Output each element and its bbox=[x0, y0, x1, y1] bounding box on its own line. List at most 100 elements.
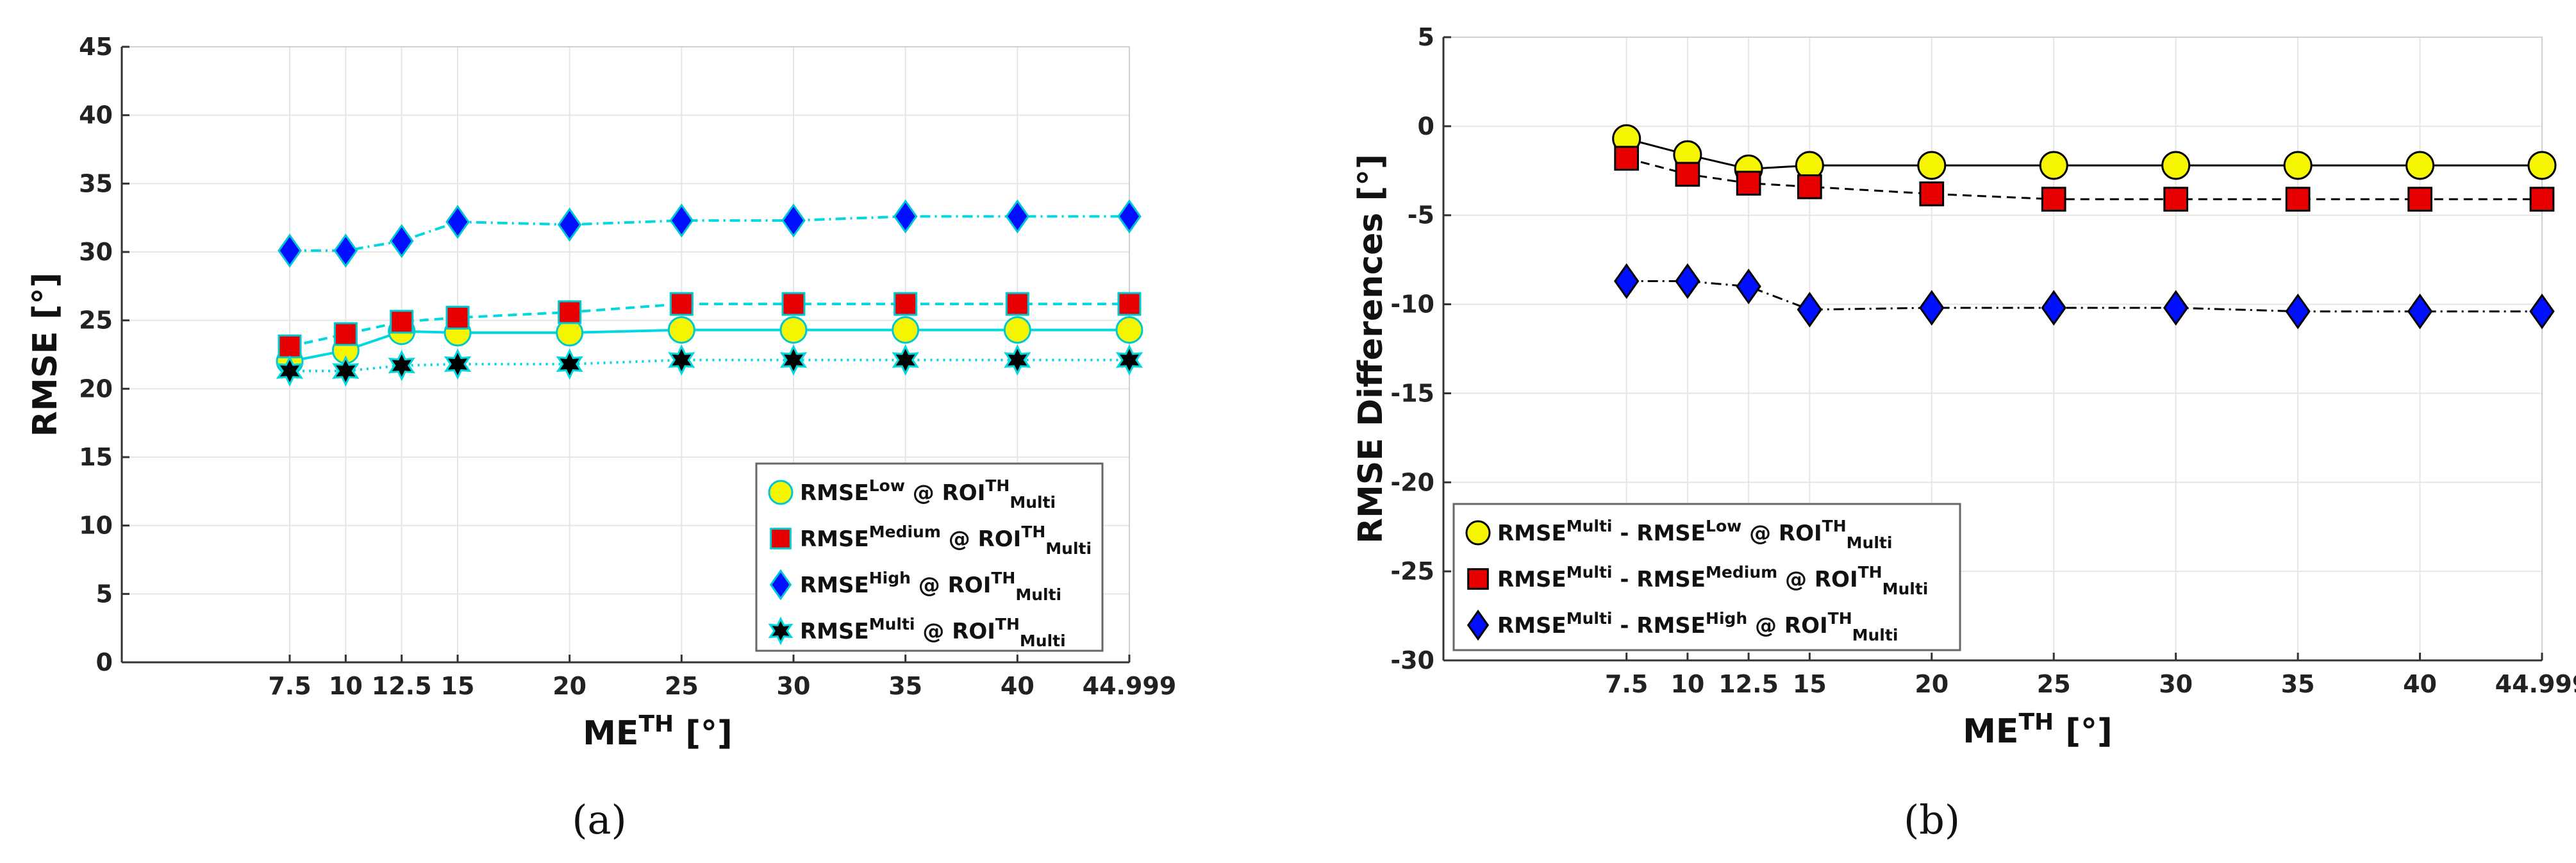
y-tick-label: 0 bbox=[1418, 112, 1434, 140]
x-tick-label: 15 bbox=[1793, 670, 1827, 698]
x-tick-label: 44.999 bbox=[2495, 670, 2576, 698]
y-tick-label: 25 bbox=[79, 306, 113, 335]
y-tick-label: 5 bbox=[1418, 23, 1434, 51]
y-tick-label: 20 bbox=[79, 374, 113, 403]
data-point bbox=[892, 344, 919, 376]
data-point bbox=[1675, 263, 1700, 299]
data-point bbox=[276, 355, 304, 387]
legend: RMSEMulti - RMSELow @ ROITHMulti RMSEMult… bbox=[1452, 503, 1961, 651]
legend-box bbox=[1452, 503, 1961, 651]
data-point bbox=[2285, 293, 2311, 330]
x-tick-label: 7.5 bbox=[268, 672, 311, 700]
data-point bbox=[669, 292, 694, 316]
data-point bbox=[332, 355, 360, 387]
data-point bbox=[893, 292, 918, 316]
data-point bbox=[278, 334, 302, 358]
data-point bbox=[557, 207, 582, 242]
y-tick-label: -20 bbox=[1390, 468, 1434, 496]
legend-marker bbox=[770, 528, 792, 549]
data-point bbox=[1736, 171, 1761, 196]
x-tick-label: 10 bbox=[1670, 670, 1704, 698]
x-tick-label: 12.5 bbox=[1718, 670, 1779, 698]
data-point bbox=[1919, 181, 1945, 206]
data-point bbox=[1613, 263, 1640, 299]
data-point bbox=[558, 300, 582, 324]
panel-a-chart: 0 5 10 15 20 25 30 35 40 45 7.5 10 12.5 15 20 25 30 35 40 4… bbox=[26, 33, 1176, 753]
x-tick-label: 20 bbox=[1915, 670, 1949, 698]
data-point bbox=[390, 310, 414, 334]
series-3 bbox=[278, 199, 1142, 268]
data-point bbox=[389, 224, 414, 258]
y-tick-label: 15 bbox=[79, 443, 113, 471]
x-tick-label: 12.5 bbox=[372, 672, 432, 700]
y-tick-label: -15 bbox=[1390, 379, 1434, 407]
legend-entry-label: RMSEHigh @ ROITHMulti bbox=[800, 569, 1061, 604]
y-tick-label: 0 bbox=[96, 648, 113, 676]
data-point bbox=[892, 316, 920, 344]
x-tick-label: 30 bbox=[777, 672, 811, 700]
y-tick-label: 5 bbox=[96, 580, 113, 608]
series-line bbox=[290, 215, 1129, 252]
data-point bbox=[333, 233, 358, 268]
data-point bbox=[445, 305, 470, 330]
x-tick-label: 25 bbox=[2037, 670, 2071, 698]
series-line bbox=[1626, 157, 2542, 201]
data-point bbox=[444, 348, 472, 380]
legend-entry-label: RMSEMulti - RMSEHigh @ ROITHMulti bbox=[1497, 609, 1898, 644]
data-point bbox=[893, 199, 918, 234]
legend-entry-label: RMSEMulti - RMSEMedium @ ROITHMulti bbox=[1497, 563, 1928, 598]
legend-box bbox=[755, 462, 1104, 652]
data-point bbox=[2529, 293, 2555, 330]
data-point bbox=[781, 292, 806, 316]
x-tick-label: 7.5 bbox=[1605, 670, 1648, 698]
panel-b-label: (b) bbox=[1904, 796, 1960, 843]
y-tick-label: -5 bbox=[1408, 201, 1434, 230]
data-point bbox=[668, 344, 695, 376]
data-point bbox=[2041, 290, 2066, 326]
data-point bbox=[2285, 187, 2311, 212]
series-2 bbox=[278, 292, 1142, 358]
data-point bbox=[1005, 292, 1029, 316]
data-point bbox=[2406, 151, 2435, 180]
x-tick-label: 44.999 bbox=[1083, 672, 1177, 700]
y-axis-label: RMSE Differences [°] bbox=[1352, 154, 1390, 544]
data-point bbox=[278, 233, 302, 268]
data-point bbox=[2407, 187, 2432, 212]
series-3 bbox=[1613, 263, 2555, 330]
series-2 bbox=[1614, 146, 2555, 212]
x-tick-label: 15 bbox=[441, 672, 475, 700]
data-point bbox=[2163, 290, 2189, 326]
legend-entry-label: RMSEMulti - RMSELow @ ROITHMulti bbox=[1497, 517, 1892, 552]
data-point bbox=[1675, 162, 1700, 187]
data-point bbox=[2161, 151, 2191, 180]
y-tick-label: 45 bbox=[79, 33, 113, 61]
series-line bbox=[1626, 137, 2542, 171]
data-point bbox=[1005, 199, 1030, 234]
panel-b-chart: -30 -25 -20 -15 -10 -5 0 5 7.5 10 12.5 15 20 25 30 35 40… bbox=[1352, 23, 2576, 751]
y-tick-label: -25 bbox=[1390, 557, 1434, 585]
data-point bbox=[779, 344, 808, 376]
series-line bbox=[290, 358, 1129, 373]
legend-marker bbox=[1465, 520, 1491, 546]
y-tick-label: 10 bbox=[79, 512, 113, 540]
data-point bbox=[779, 316, 808, 344]
data-point bbox=[1003, 316, 1031, 344]
legend-marker bbox=[1467, 609, 1490, 641]
panel-a-label: (a) bbox=[572, 796, 626, 843]
data-point bbox=[1115, 344, 1143, 376]
data-point bbox=[1797, 174, 1822, 199]
series-4 bbox=[276, 344, 1143, 387]
data-point bbox=[2407, 293, 2433, 330]
data-point bbox=[1736, 269, 1761, 305]
x-tick-label: 40 bbox=[1001, 672, 1035, 700]
legend: RMSELow @ ROITHMulti RMSEMedium @ ROITHMu… bbox=[755, 462, 1104, 652]
legend-entry-label: RMSEMulti @ ROITHMulti bbox=[800, 615, 1066, 650]
x-tick-label: 35 bbox=[2281, 670, 2315, 698]
x-tick-label: 30 bbox=[2159, 670, 2193, 698]
data-point bbox=[1919, 290, 1945, 326]
x-axis-label: METH [°] bbox=[583, 711, 733, 753]
legend-entry-label: RMSELow @ ROITHMulti bbox=[800, 476, 1056, 512]
legend-entry-label: RMSEMedium @ ROITHMulti bbox=[800, 523, 1092, 558]
data-point bbox=[1004, 344, 1031, 376]
